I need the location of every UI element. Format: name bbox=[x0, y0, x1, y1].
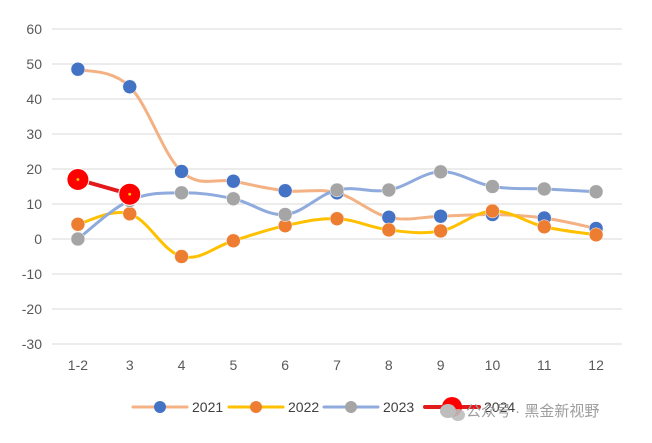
series-group bbox=[66, 62, 604, 264]
y-tick-label: 30 bbox=[26, 126, 42, 142]
point-2021-3 bbox=[122, 79, 137, 94]
point-2022-9 bbox=[433, 223, 448, 239]
y-axis-ticks: -30 -20 -10 0 10 20 30 40 50 60 bbox=[22, 21, 42, 352]
watermark: 公众号 · 黑金新视野 bbox=[440, 403, 599, 421]
x-tick-label: 3 bbox=[126, 357, 134, 373]
point-2023-1-2 bbox=[70, 231, 86, 247]
x-tick-label: 11 bbox=[537, 357, 552, 373]
x-tick-label: 12 bbox=[588, 357, 604, 373]
y-tick-label: -10 bbox=[22, 266, 42, 282]
point-2023-4 bbox=[174, 185, 189, 201]
point-2022-4 bbox=[174, 249, 189, 264]
y-tick-label: 40 bbox=[26, 91, 42, 107]
x-tick-label: 8 bbox=[385, 357, 393, 373]
x-tick-label: 4 bbox=[178, 357, 186, 373]
point-2023-12 bbox=[588, 184, 604, 199]
point-dot-2024-1-2 bbox=[76, 178, 80, 181]
point-2023-11 bbox=[537, 181, 552, 197]
x-tick-label: 6 bbox=[281, 357, 289, 373]
y-tick-label: -30 bbox=[22, 336, 42, 352]
wechat-icon bbox=[440, 404, 465, 421]
point-2022-5 bbox=[226, 233, 241, 248]
point-2021-6 bbox=[277, 183, 293, 198]
x-tick-label: 10 bbox=[485, 357, 501, 373]
x-tick-label: 9 bbox=[437, 357, 445, 373]
point-dot-2024-3 bbox=[128, 192, 132, 196]
legend-marker-2021 bbox=[154, 401, 166, 413]
series-line-2021 bbox=[76, 67, 598, 230]
x-tick-label: 7 bbox=[333, 357, 341, 373]
point-2021-9 bbox=[433, 209, 448, 224]
point-2022-11 bbox=[537, 219, 552, 234]
point-2023-8 bbox=[381, 182, 397, 198]
x-axis-ticks: 1-2 3 4 5 6 7 8 9 10 11 12 bbox=[68, 357, 604, 373]
point-2021-1-2 bbox=[70, 62, 86, 77]
y-tick-label: 50 bbox=[26, 56, 42, 72]
point-2021-8 bbox=[381, 210, 397, 225]
point-2023-10 bbox=[485, 179, 500, 194]
legend-marker-2022 bbox=[250, 401, 262, 413]
series-line-2023 bbox=[76, 170, 598, 241]
gridlines bbox=[52, 28, 622, 345]
point-2022-1-2 bbox=[70, 217, 86, 232]
point-2023-6 bbox=[277, 207, 293, 222]
watermark-text: 公众号 · 黑金新视野 bbox=[466, 403, 599, 420]
y-tick-label: 20 bbox=[26, 161, 42, 177]
point-2021-5 bbox=[226, 174, 241, 189]
point-2022-7 bbox=[329, 211, 345, 226]
x-tick-label: 5 bbox=[229, 357, 237, 373]
point-2022-8 bbox=[381, 222, 397, 238]
point-2022-12 bbox=[588, 227, 604, 243]
y-tick-label: 60 bbox=[26, 21, 42, 37]
point-2023-9 bbox=[433, 164, 448, 180]
point-2023-5 bbox=[226, 191, 241, 206]
point-2023-7 bbox=[329, 182, 345, 198]
point-2021-4 bbox=[174, 164, 189, 179]
x-tick-label: 1-2 bbox=[68, 357, 88, 373]
legend-marker-2023 bbox=[345, 401, 357, 413]
y-tick-label: -20 bbox=[22, 301, 42, 317]
legend-label-2024: 2024 bbox=[484, 399, 515, 415]
y-tick-label: 10 bbox=[26, 196, 42, 212]
y-tick-label: 0 bbox=[34, 231, 42, 247]
point-2022-10 bbox=[485, 203, 500, 219]
point-2022-3 bbox=[122, 206, 137, 222]
legend-label-2021: 2021 bbox=[192, 399, 223, 415]
legend-label-2022: 2022 bbox=[288, 399, 319, 415]
legend-label-2023: 2023 bbox=[383, 399, 414, 415]
